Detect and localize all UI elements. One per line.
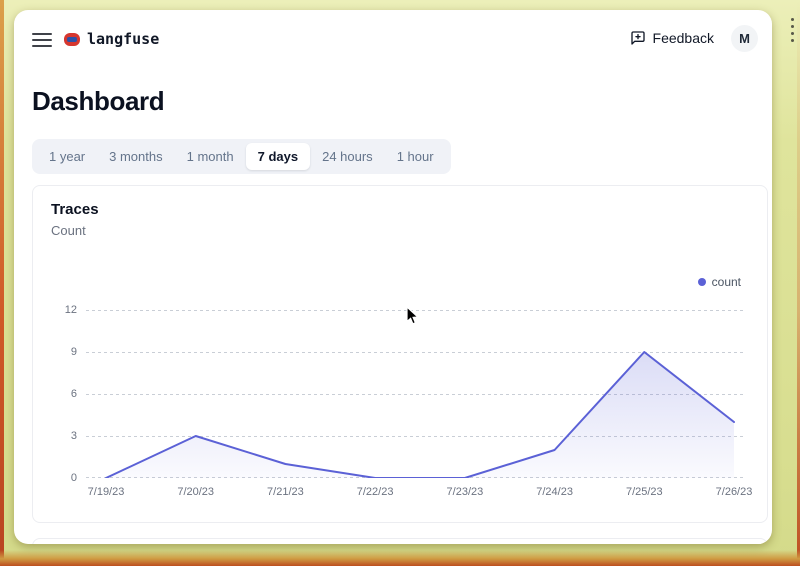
avatar-initial: M — [739, 31, 750, 46]
brand-logo[interactable]: langfuse — [64, 30, 159, 48]
x-tick: 7/24/23 — [536, 486, 573, 498]
y-tick: 9 — [70, 346, 77, 358]
line-chart-plot[interactable] — [86, 310, 743, 478]
feedback-label: Feedback — [652, 30, 714, 46]
card-subtitle: Count — [51, 223, 86, 238]
traces-card: Traces Count count 12 9 6 3 0 — [32, 185, 768, 523]
x-tick: 7/23/23 — [446, 486, 484, 498]
x-tick: 7/20/23 — [177, 486, 215, 498]
tab-1-month[interactable]: 1 month — [175, 143, 246, 170]
y-tick: 0 — [70, 472, 77, 484]
frame-edge-left — [0, 0, 4, 566]
y-tick: 3 — [70, 430, 77, 442]
x-tick: 7/21/23 — [267, 486, 304, 498]
message-square-plus-icon — [630, 31, 645, 45]
frame-edge-right — [797, 0, 800, 566]
frame-dots-decoration — [791, 18, 794, 42]
x-tick: 7/26/23 — [715, 486, 753, 498]
feedback-button[interactable]: Feedback — [630, 30, 714, 46]
next-card-peek — [32, 538, 768, 544]
y-tick: 6 — [70, 388, 77, 400]
time-range-tabs: 1 year 3 months 1 month 7 days 24 hours … — [32, 139, 451, 174]
menu-icon[interactable] — [32, 33, 52, 47]
x-tick: 7/22/23 — [356, 486, 394, 498]
y-tick: 12 — [64, 304, 77, 316]
chart-line — [105, 351, 735, 478]
tab-7-days[interactable]: 7 days — [245, 143, 311, 170]
knot-logo-icon — [64, 32, 80, 46]
brand-name: langfuse — [87, 30, 160, 48]
topbar: langfuse Feedback M — [14, 10, 772, 66]
tab-1-year[interactable]: 1 year — [37, 143, 97, 170]
chart-legend: count — [697, 275, 741, 289]
frame-edge-bottom — [0, 550, 800, 566]
legend-label: count — [711, 275, 741, 289]
page-title: Dashboard — [32, 86, 165, 116]
app-window: langfuse Feedback M Dashboard 1 year 3 m… — [14, 10, 772, 544]
x-tick: 7/19/23 — [87, 486, 125, 498]
tab-3-months[interactable]: 3 months — [97, 143, 174, 170]
x-tick: 7/25/23 — [625, 486, 663, 498]
avatar[interactable]: M — [731, 25, 758, 52]
chart-area — [106, 352, 734, 478]
card-title: Traces — [51, 201, 99, 218]
legend-dot-icon — [697, 278, 706, 286]
tab-1-hour[interactable]: 1 hour — [385, 143, 446, 170]
tab-24-hours[interactable]: 24 hours — [310, 143, 385, 170]
